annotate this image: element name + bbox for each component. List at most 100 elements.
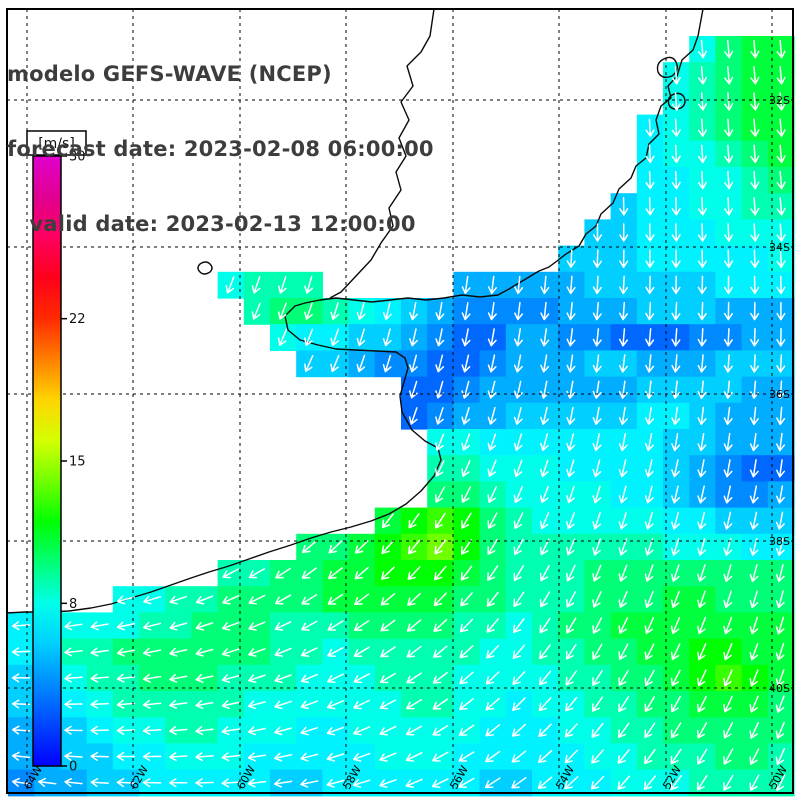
wind-arrow [356,302,366,321]
wind-arrow [38,777,57,787]
wind-arrow [592,328,602,347]
wind-arrow [671,249,681,268]
wind-arrow [697,66,708,85]
wind-arrow [697,722,708,739]
wind-arrow [461,354,471,373]
wind-arrow [670,590,680,608]
wind-arrow [618,511,628,530]
wind-arrow [645,118,655,137]
wind-arrow [169,595,188,605]
wind-arrow [775,537,785,556]
wind-arrow [486,618,499,633]
wind-arrow [644,564,654,582]
wind-arrow [670,643,681,661]
wind-arrow [566,433,576,452]
wind-arrow [671,66,681,85]
wind-arrow [352,752,371,762]
wind-arrow [408,539,421,555]
wind-arrow [277,276,287,294]
wind-arrow [749,774,760,791]
wind-arrow [143,595,161,605]
wind-arrow [459,645,474,659]
wind-arrow [724,223,734,242]
wind-arrow [697,432,707,452]
wind-arrow [304,354,314,373]
graticule-layer [7,9,793,793]
wind-arrow [513,565,525,582]
wind-arrow [776,275,786,295]
colorbar-tick-label: 8 [69,597,77,612]
wind-arrow [540,354,550,373]
wind-arrow [379,725,397,736]
coastline [329,8,435,299]
wind-arrow [514,328,524,347]
wind-arrow [487,538,498,555]
wind-arrow [11,647,31,657]
wind-arrow [539,644,551,660]
wind-arrow [487,512,498,529]
wind-arrow [697,695,707,713]
wind-arrow [566,591,577,608]
wind-arrow [566,512,576,530]
wind-arrow [434,539,447,555]
wind-arrow [775,485,785,504]
wind-arrow [274,752,293,762]
wind-arrow [382,302,392,321]
wind-arrow [300,647,318,657]
wind-arrow [461,380,471,399]
wind-arrow [644,696,656,713]
wind-arrow [749,459,759,478]
wind-arrow [591,749,604,764]
wind-arrow [645,354,655,373]
wind-arrow [195,752,214,762]
wind-arrow [274,700,292,710]
wind-arrow [169,673,188,683]
wind-arrow [644,748,656,765]
wind-arrow [564,749,578,764]
coastline [197,261,213,275]
wind-arrow [697,328,707,347]
wind-arrow [618,301,629,321]
wind-arrow [328,567,343,580]
wind-arrow [512,697,526,711]
wind-arrow [353,619,370,632]
wind-arrow [354,593,370,606]
wind-arrow [566,564,576,582]
wind-arrow [304,328,314,346]
wind-arrow [592,275,602,295]
wind-arrow [645,301,655,321]
wind-arrow [513,406,523,425]
wind-arrow [143,621,162,631]
wind-arrow [749,432,759,452]
wind-arrow [776,170,786,190]
wind-arrow [512,670,526,685]
wind-arrow [379,699,397,710]
wind-arrow [116,647,136,657]
wind-arrow [169,621,188,631]
wind-arrow [592,670,603,686]
wind-arrow [566,617,577,634]
wind-arrow [513,380,523,399]
wind-arrow [619,275,629,295]
wind-arrow [461,328,471,347]
wind-arrow [697,223,707,242]
wind-arrow [195,647,214,657]
wind-arrow [513,459,523,478]
wind-arrow [671,197,681,216]
wind-arrow [775,774,786,792]
wind-arrow [487,406,497,425]
wind-arrow [381,566,395,580]
wind-arrow [539,512,550,530]
wind-arrow [273,778,293,788]
wind-arrow [408,380,418,399]
wind-arrow [435,433,445,451]
wind-arrow [564,723,578,738]
wind-arrow [749,721,760,739]
wind-arrow [670,564,680,582]
wind-arrow [513,538,524,556]
wind-arrow [776,144,786,164]
wind-arrow [326,752,345,762]
wind-arrow [566,328,576,347]
wind-arrow [64,725,83,735]
wind-arrow [169,752,188,762]
